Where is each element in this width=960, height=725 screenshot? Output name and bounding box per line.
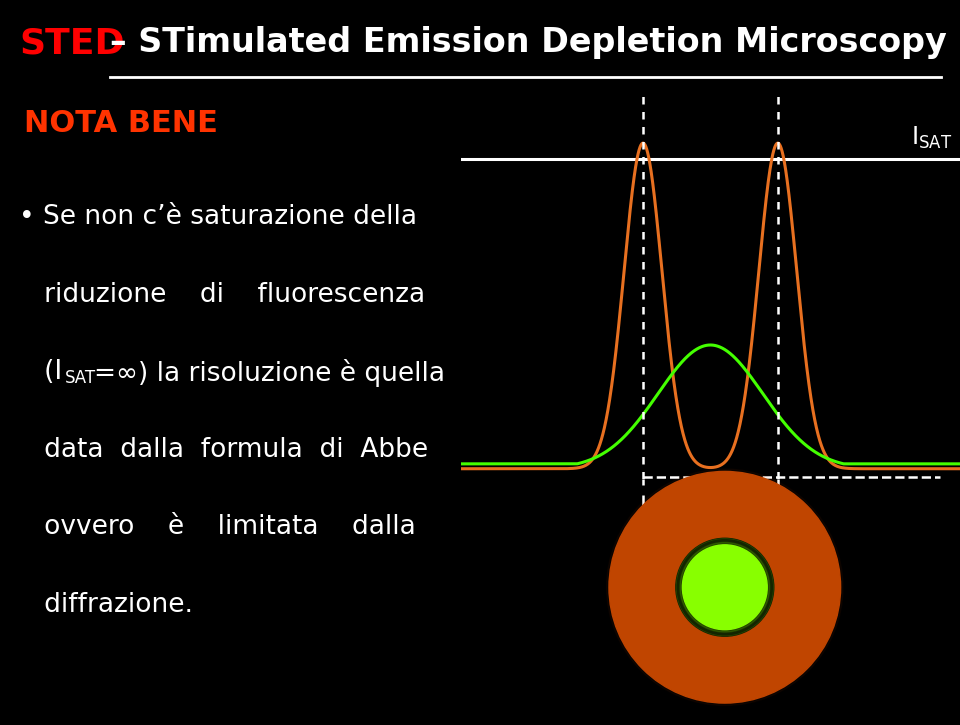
Text: $\Delta x \approx \dfrac{\lambda}{2n\sin\alpha\,\sqrt{1+\dfrac{\mathrm{I}}{\math: $\Delta x \approx \dfrac{\lambda}{2n\sin… <box>25 616 419 692</box>
Text: STED: STED <box>19 26 125 60</box>
Circle shape <box>680 542 770 632</box>
Text: data  dalla  formula  di  Abbe: data dalla formula di Abbe <box>19 437 428 463</box>
Circle shape <box>676 538 774 637</box>
Text: – STimulated Emission Depletion Microscopy: – STimulated Emission Depletion Microsco… <box>110 26 948 59</box>
Circle shape <box>683 545 767 629</box>
Text: (I: (I <box>19 360 62 386</box>
Text: NOTA BENE: NOTA BENE <box>24 109 218 138</box>
Text: diffrazione.: diffrazione. <box>19 592 193 618</box>
Text: SAT: SAT <box>65 370 96 387</box>
Circle shape <box>609 471 841 703</box>
Circle shape <box>676 538 774 637</box>
Text: • Se non c’è saturazione della: • Se non c’è saturazione della <box>19 204 418 231</box>
Text: $\mathregular{I_{SAT}}$: $\mathregular{I_{SAT}}$ <box>911 125 952 152</box>
Text: riduzione    di    fluorescenza: riduzione di fluorescenza <box>19 282 425 308</box>
Text: ovvero    è    limitata    dalla: ovvero è limitata dalla <box>19 515 416 540</box>
Text: =∞) la risoluzione è quella: =∞) la risoluzione è quella <box>94 360 444 387</box>
